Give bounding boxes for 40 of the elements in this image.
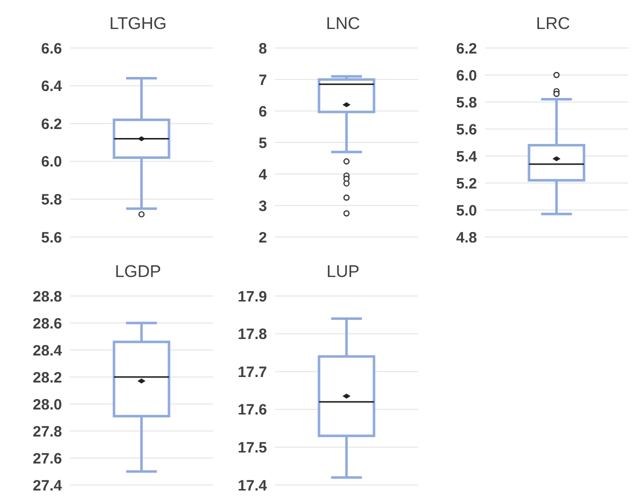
y-tick-label: 7 xyxy=(258,72,267,89)
y-tick-label: 5.4 xyxy=(456,148,478,166)
y-tick-label: 4.8 xyxy=(456,229,477,246)
y-tick-label: 17.9 xyxy=(238,288,267,306)
y-tick-label: 5.6 xyxy=(456,121,477,138)
y-tick-label: 6.2 xyxy=(456,40,477,58)
y-tick-label: 17.7 xyxy=(238,364,267,381)
y-tick-label: 6.6 xyxy=(41,40,62,58)
y-tick-label: 27.6 xyxy=(32,450,62,468)
y-tick-label: 6.0 xyxy=(456,67,477,84)
y-tick-label: 6 xyxy=(258,103,267,120)
y-tick-label: 28.2 xyxy=(32,369,62,386)
y-tick-label: 27.4 xyxy=(32,477,63,494)
chart-title: LUP xyxy=(325,262,361,282)
chart-title: LRC xyxy=(534,14,571,34)
y-tick-label: 5.2 xyxy=(456,175,477,192)
y-tick-label: 17.8 xyxy=(238,326,267,344)
chart-title: LGDP xyxy=(114,262,162,282)
y-tick-label: 4 xyxy=(258,166,268,184)
y-tick-label: 28.4 xyxy=(32,342,63,360)
y-tick-label: 28.0 xyxy=(32,396,62,414)
y-tick-label: 3 xyxy=(258,198,267,215)
y-tick-label: 27.8 xyxy=(32,423,62,440)
y-tick-label: 17.6 xyxy=(238,402,267,419)
y-tick-label: 8 xyxy=(258,40,267,58)
y-tick-label: 17.5 xyxy=(238,440,267,457)
y-tick-label: 5 xyxy=(258,134,267,152)
chart-title: LNC xyxy=(324,14,361,34)
y-tick-label: 28.6 xyxy=(32,315,62,332)
y-tick-label: 28.8 xyxy=(32,288,62,306)
y-tick-label: 5.0 xyxy=(456,202,477,220)
y-tick-label: 5.6 xyxy=(41,229,62,246)
y-tick-label: 6.2 xyxy=(41,116,62,133)
y-tick-label: 17.4 xyxy=(238,477,268,494)
y-tick-label: 6.4 xyxy=(41,78,63,96)
y-tick-label: 5.8 xyxy=(41,192,62,209)
chart-title: LTGHG xyxy=(108,14,168,34)
y-tick-label: 2 xyxy=(258,229,267,246)
y-tick-label: 6.0 xyxy=(41,154,62,171)
y-tick-label: 5.8 xyxy=(456,94,477,112)
